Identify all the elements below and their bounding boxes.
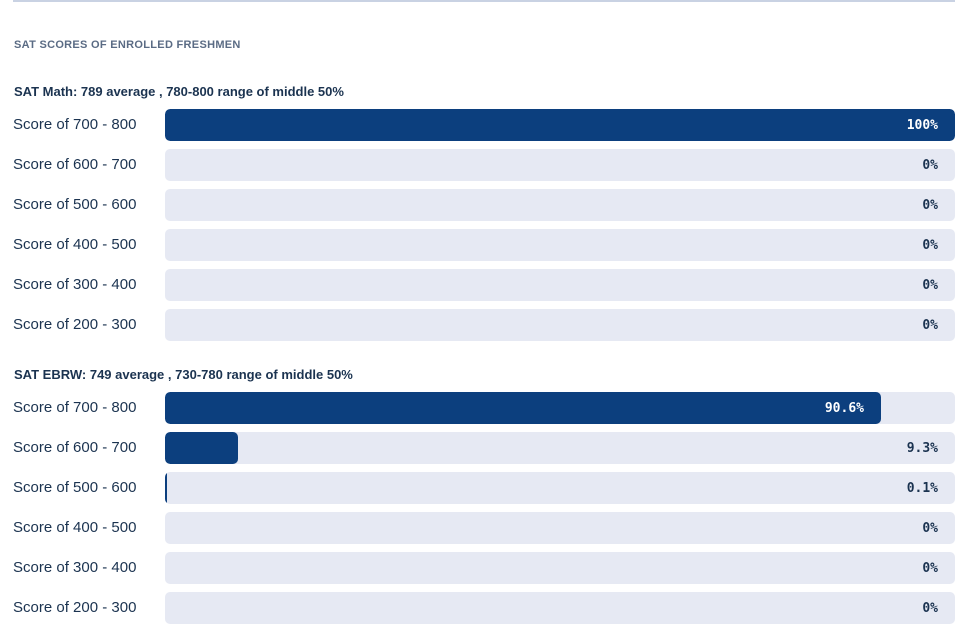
bar-category-label: Score of 300 - 400 [13,276,137,293]
bar-row: Score of 400 - 500 0% [0,229,966,261]
bar-track: 0% [165,592,955,624]
bar-track: 0% [165,189,955,221]
bar-value-label: 0% [922,601,938,616]
bar-track: 0% [165,229,955,261]
bar-value-label: 90.6% [824,401,864,416]
bar-row: Score of 600 - 700 9.3% [0,432,966,464]
bar-track: 100% [165,109,955,141]
bar-category-label: Score of 500 - 600 [13,196,137,213]
bar-category-label: Score of 700 - 800 [13,399,137,416]
section-title: SAT SCORES OF ENROLLED FRESHMEN [14,39,241,51]
bar-category-label: Score of 400 - 500 [13,519,137,536]
bar-row: Score of 300 - 400 0% [0,552,966,584]
bar-row: Score of 700 - 800 90.6% [0,392,966,424]
bar-category-label: Score of 700 - 800 [13,116,137,133]
top-divider [13,0,955,2]
bar-fill [165,432,238,464]
bar-track: 0% [165,149,955,181]
bar-category-label: Score of 200 - 300 [13,599,137,616]
bar-value-label: 100% [906,118,938,133]
bar-row: Score of 400 - 500 0% [0,512,966,544]
bar-row: Score of 500 - 600 0% [0,189,966,221]
bar-row: Score of 300 - 400 0% [0,269,966,301]
bar-track: 9.3% [165,432,955,464]
sat-ebrw-title: SAT EBRW: 749 average , 730-780 range of… [14,367,353,382]
bar-value-label: 0% [922,278,938,293]
bar-category-label: Score of 500 - 600 [13,479,137,496]
bar-row: Score of 200 - 300 0% [0,309,966,341]
bar-track: 0% [165,552,955,584]
bar-category-label: Score of 400 - 500 [13,236,137,253]
bar-fill [165,109,955,141]
bar-track: 90.6% [165,392,955,424]
bar-fill [165,392,881,424]
bar-value-label: 0% [922,521,938,536]
bar-value-label: 0% [922,158,938,173]
bar-category-label: Score of 200 - 300 [13,316,137,333]
bar-row: Score of 200 - 300 0% [0,592,966,624]
bar-row: Score of 700 - 800 100% [0,109,966,141]
bar-value-label: 0% [922,238,938,253]
bar-category-label: Score of 300 - 400 [13,559,137,576]
bar-row: Score of 600 - 700 0% [0,149,966,181]
bar-fill [165,472,167,504]
bar-track: 0% [165,309,955,341]
bar-value-label: 0.1% [906,481,938,496]
bar-category-label: Score of 600 - 700 [13,439,137,456]
sat-math-title: SAT Math: 789 average , 780-800 range of… [14,84,344,99]
bar-row: Score of 500 - 600 0.1% [0,472,966,504]
bar-value-label: 0% [922,198,938,213]
bar-track: 0% [165,269,955,301]
bar-track: 0% [165,512,955,544]
bar-category-label: Score of 600 - 700 [13,156,137,173]
bar-value-label: 0% [922,318,938,333]
bar-track: 0.1% [165,472,955,504]
bar-value-label: 9.3% [906,441,938,456]
bar-value-label: 0% [922,561,938,576]
